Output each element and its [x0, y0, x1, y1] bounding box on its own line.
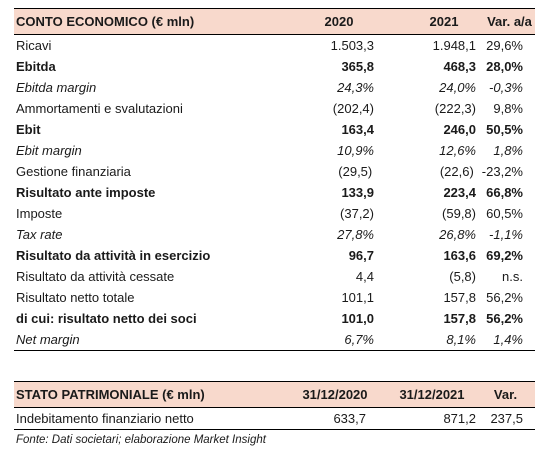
value-2021: 26,8% [439, 227, 476, 242]
value-2021: (22,6) [439, 164, 474, 179]
value-2020: 101,1 [341, 290, 374, 305]
table-row: Risultato da attività in esercizio 96,7 16… [14, 245, 535, 266]
value-2021: (59,8) [442, 206, 476, 221]
balance-header-var: Var. [493, 387, 518, 402]
row-label: Gestione finanziaria [16, 164, 131, 179]
value-2021: 8,1% [446, 332, 476, 347]
table-row: di cui: risultato netto dei soci 101,0 157… [14, 308, 535, 329]
income-header-2021: 2021 [429, 14, 459, 29]
row-label: Ebit margin [16, 143, 82, 158]
table-row: Net margin 6,7% 8,1% 1,4% [14, 329, 535, 351]
income-header-var: Var. a/a [487, 14, 532, 29]
table-row: Ricavi 1.503,3 1.948,1 29,6% [14, 35, 535, 56]
row-label: Risultato da attività cessate [16, 269, 175, 284]
value-var: -1,1% [489, 227, 523, 242]
value-var: 28,0% [486, 59, 523, 74]
income-rows: Ricavi 1.503,3 1.948,1 29,6% Ebitda 365,8 468,… [14, 35, 535, 351]
table-row: Risultato da attività cessate 4,4 (5,8) n.s… [14, 266, 535, 287]
table-row: Risultato netto totale 101,1 157,8 56,2% [14, 287, 535, 308]
income-statement-table: CONTO ECONOMICO (€ mln) 2020 2021 Var. a… [14, 8, 535, 351]
row-label: Risultato da attività in esercizio [16, 248, 211, 263]
value-var: 56,2% [486, 290, 523, 305]
value-var: -23,2% [481, 164, 523, 179]
value-2021: 1.948,1 [432, 38, 476, 53]
table-row: Ebitda margin 24,3% 24,0% -0,3% [14, 77, 535, 98]
value-var: 1,8% [493, 143, 523, 158]
row-label: Ammortamenti e svalutazioni [16, 101, 183, 116]
value-var: 29,6% [486, 38, 523, 53]
value-2021: 163,6 [443, 248, 476, 263]
row-label: Indebitamento finanziario netto [16, 411, 194, 426]
value-var: 69,2% [486, 248, 523, 263]
row-label: Risultato netto totale [16, 290, 135, 305]
value-2021: 157,8 [443, 311, 476, 326]
value-2020: (37,2) [340, 206, 374, 221]
row-label: di cui: risultato netto dei soci [16, 311, 197, 326]
value-2021: 24,0% [439, 80, 476, 95]
balance-rows: Indebitamento finanziario netto 633,7 871,… [14, 408, 535, 430]
value-2021: (222,3) [434, 101, 476, 116]
balance-header-row: STATO PATRIMONIALE (€ mln) 31/12/2020 31… [14, 381, 535, 408]
value-2021: 246,0 [443, 122, 476, 137]
table-row: Risultato ante imposte 133,9 223,4 66,8% [14, 182, 535, 203]
value-2020: 4,4 [355, 269, 374, 284]
value-var: 237,5 [490, 411, 523, 426]
table-row: Ebitda 365,8 468,3 28,0% [14, 56, 535, 77]
balance-sheet-table: STATO PATRIMONIALE (€ mln) 31/12/2020 31… [14, 381, 535, 430]
value-2020: 365,8 [341, 59, 374, 74]
value-2020: (29,5) [338, 164, 373, 179]
value-2020: 96,7 [348, 248, 374, 263]
value-2020: 6,7% [344, 332, 374, 347]
value-2021: (5,8) [449, 269, 476, 284]
table-row: Tax rate 27,8% 26,8% -1,1% [14, 224, 535, 245]
balance-header-2021: 31/12/2021 [399, 387, 465, 402]
balance-header-2020: 31/12/2020 [302, 387, 368, 402]
row-label: Imposte [16, 206, 63, 221]
table-row: Indebitamento finanziario netto 633,7 871,… [14, 408, 535, 430]
row-label: Risultato ante imposte [16, 185, 156, 200]
value-2020: (202,4) [332, 101, 374, 116]
value-2020: 10,9% [337, 143, 374, 158]
table-row: Ebit margin 10,9% 12,6% 1,8% [14, 140, 535, 161]
value-var: 9,8% [493, 101, 523, 116]
row-label: Ebitda margin [16, 80, 97, 95]
value-var: 60,5% [486, 206, 523, 221]
value-2020: 27,8% [337, 227, 374, 242]
table-row: Imposte (37,2) (59,8) 60,5% [14, 203, 535, 224]
value-var: 56,2% [486, 311, 523, 326]
value-var: 1,4% [493, 332, 523, 347]
value-var: 50,5% [486, 122, 523, 137]
value-2020: 163,4 [341, 122, 374, 137]
row-label: Ebitda [16, 59, 56, 74]
balance-header-title: STATO PATRIMONIALE (€ mln) [16, 387, 205, 402]
value-2020: 633,7 [333, 411, 366, 426]
value-2020: 1.503,3 [330, 38, 374, 53]
value-2020: 133,9 [341, 185, 374, 200]
table-row: Ammortamenti e svalutazioni (202,4) (222,3… [14, 98, 535, 119]
value-2021: 12,6% [439, 143, 476, 158]
value-2021: 157,8 [443, 290, 476, 305]
value-var: 66,8% [486, 185, 523, 200]
value-2020: 24,3% [337, 80, 374, 95]
value-var: n.s. [502, 269, 523, 284]
value-2021: 871,2 [443, 411, 476, 426]
income-header-title: CONTO ECONOMICO (€ mln) [16, 14, 195, 29]
row-label: Net margin [16, 332, 80, 347]
value-2020: 101,0 [341, 311, 374, 326]
row-label: Ricavi [16, 38, 52, 53]
row-label: Tax rate [16, 227, 63, 242]
source-note: Fonte: Dati societari; elaborazione Mark… [16, 434, 266, 446]
value-2021: 223,4 [443, 185, 476, 200]
value-2021: 468,3 [443, 59, 476, 74]
value-var: -0,3% [489, 80, 523, 95]
table-row: Gestione finanziaria (29,5) (22,6) -23,2% [14, 161, 535, 182]
table-row: Ebit 163,4 246,0 50,5% [14, 119, 535, 140]
row-label: Ebit [16, 122, 41, 137]
income-header-2020: 2020 [324, 14, 354, 29]
income-header-row: CONTO ECONOMICO (€ mln) 2020 2021 Var. a… [14, 8, 535, 35]
